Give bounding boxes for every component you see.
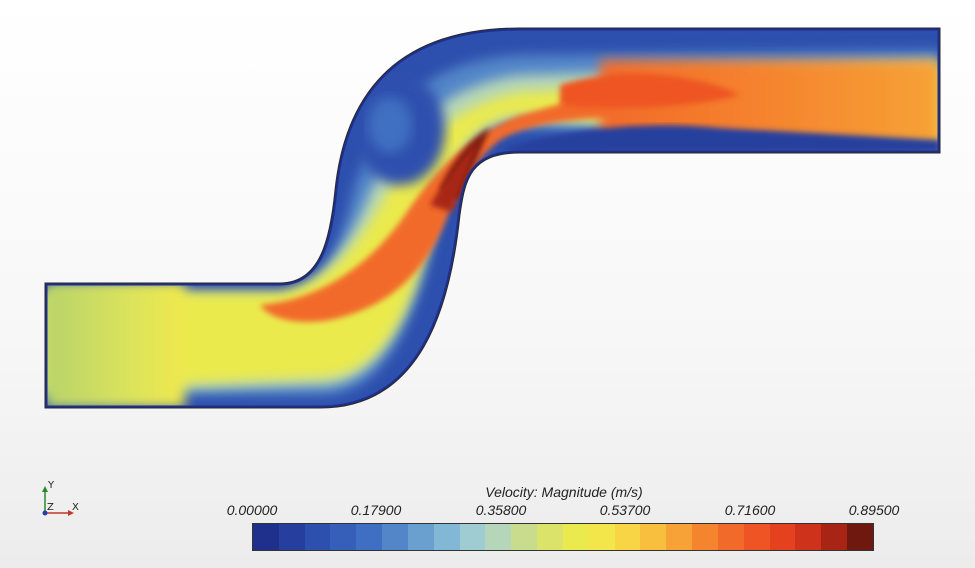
colorbar-segment [769,524,796,550]
legend-tick: 0.89500 [848,502,900,518]
colorbar-segment [382,524,408,550]
axis-z-label: Z [47,502,54,513]
colorbar-segment [795,524,822,550]
colorbar-segment [356,524,383,550]
colorbar-segment [278,524,305,550]
axis-triad-graphic [42,486,74,516]
legend-tick: 0.71600 [724,502,776,518]
axis-y-label: Y [48,480,55,491]
colorbar-segment [485,524,512,550]
color-legend: Velocity: Magnitude (m/s) 0.00000 0.1790… [214,484,914,556]
colorbar-segment [537,524,563,550]
colorbar-segment [614,524,641,550]
colorbar-segment [330,524,357,550]
colorbar-segment [511,524,538,550]
legend-tick: 0.35800 [475,502,527,518]
colorbar-segment [692,524,718,550]
colorbar-segment [743,524,770,550]
colorbar-segment [588,524,615,550]
axis-x-label: X [72,502,79,513]
colorbar-segment [640,524,667,550]
colorbar-segment [407,524,434,550]
legend-title: Velocity: Magnitude (m/s) [485,484,643,500]
colorbar [252,523,874,551]
colorbar-segment [433,524,460,550]
colorbar-segment [459,524,486,550]
legend-tick: 0.53700 [599,502,651,518]
velocity-field [45,28,940,408]
colorbar-segment [666,524,693,550]
colorbar-segment [304,524,331,550]
colorbar-segment [253,524,279,550]
legend-tick: 0.00000 [226,502,278,518]
colorbar-segment [717,524,744,550]
colorbar-segment [562,524,589,550]
pipe-outline [44,27,941,409]
colorbar-segment [847,524,873,550]
legend-tick: 0.17900 [350,502,402,518]
axis-triad: Y Z X [36,480,84,522]
velocity-contour-plot[interactable] [0,0,975,470]
colorbar-segment [821,524,848,550]
